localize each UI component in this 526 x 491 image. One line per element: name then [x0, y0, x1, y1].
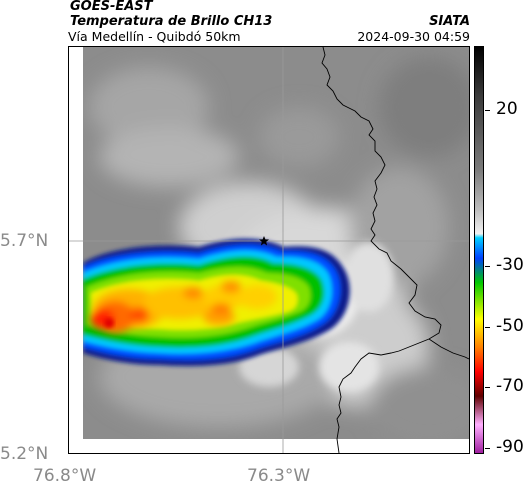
lon-tick-label: 76.3°W: [247, 466, 311, 486]
colorbar-label: -70: [496, 376, 524, 396]
agency-label: SIATA: [429, 14, 470, 29]
region-label: Vía Medellín - Quibdó 50km: [68, 29, 241, 44]
lon-tick-label: 76.8°W: [33, 466, 97, 486]
product-title: Temperatura de Brillo CH13: [70, 14, 273, 29]
star-icon[interactable]: [259, 236, 269, 246]
map-panel[interactable]: [68, 46, 470, 454]
colorbar-label: 20: [496, 99, 518, 119]
colorbar-label: -30: [496, 255, 524, 275]
colorbar-tick: [485, 327, 490, 328]
colorbar-label: -50: [496, 316, 524, 336]
colorbar-tick: [485, 387, 490, 388]
colorbar-tick: [485, 448, 490, 449]
lat-tick-label: 5.2°N: [0, 444, 49, 464]
satellite-image: [69, 47, 469, 453]
imagery-layer: [83, 47, 469, 439]
admin-boundary-east: [428, 338, 469, 360]
colorbar-tick: [485, 266, 490, 267]
graticule: [69, 47, 469, 453]
colorbar-tick: [485, 110, 490, 111]
convective-cell: [83, 238, 350, 366]
colorbar: [474, 46, 484, 454]
timestamp: 2024-09-30 04:59: [357, 29, 470, 44]
colorbar-label: -90: [496, 437, 524, 457]
satellite-title: GOES-EAST: [70, 0, 153, 14]
lat-tick-label: 5.7°N: [0, 231, 49, 251]
admin-boundary: [321, 47, 442, 453]
